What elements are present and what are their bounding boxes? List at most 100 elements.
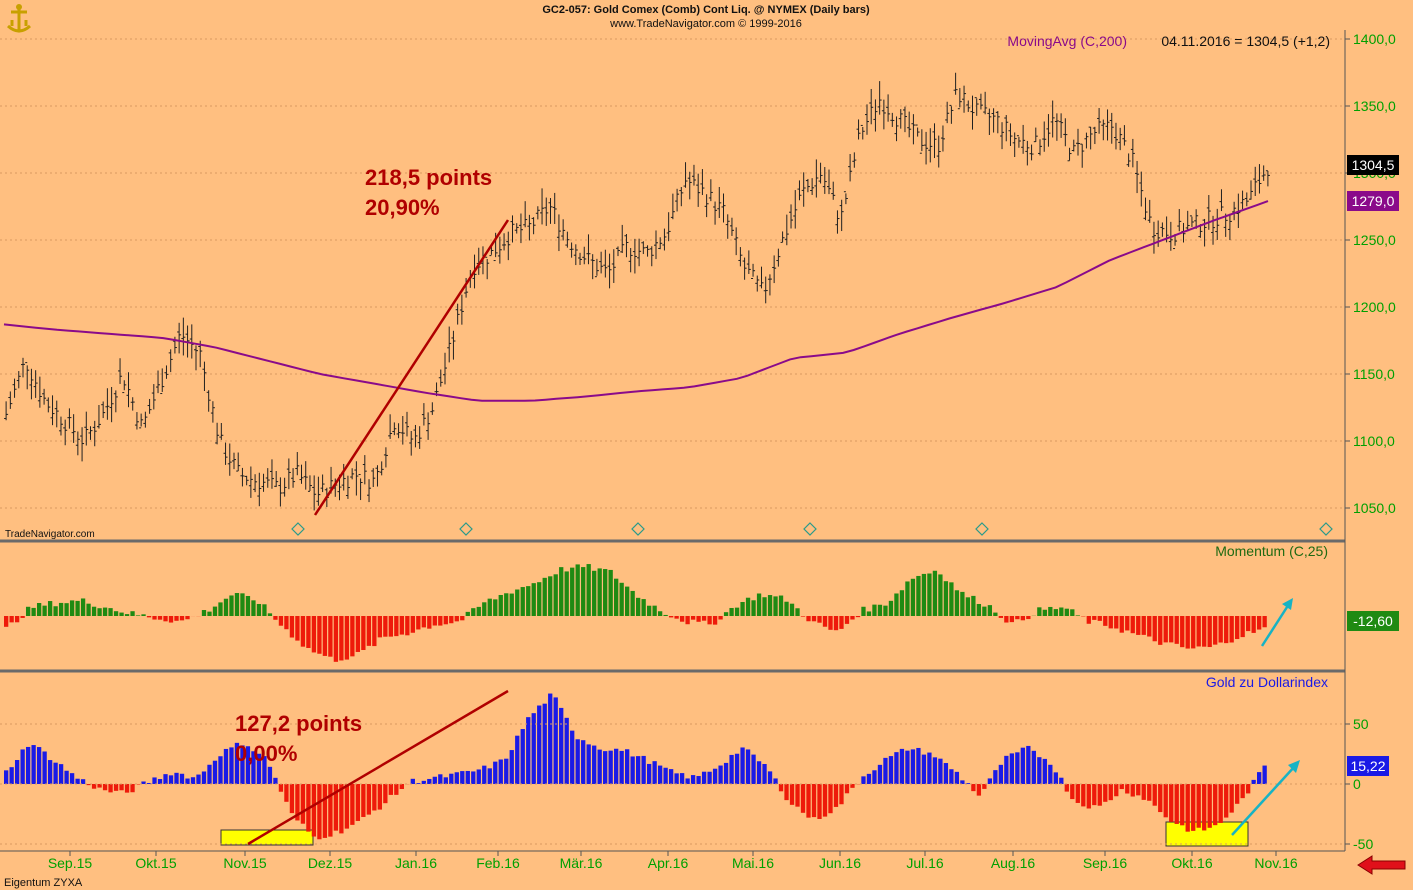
price-bar	[936, 135, 941, 168]
ratio-bar	[212, 760, 218, 784]
panel-borders	[0, 539, 1345, 852]
ratio-bar	[756, 761, 762, 784]
ratio-bar	[223, 748, 229, 784]
ratio-bar	[388, 784, 393, 795]
momentum-bar	[619, 582, 624, 616]
price-bar	[1151, 221, 1156, 254]
momentum-bar	[267, 613, 273, 616]
momentum-bar	[1092, 616, 1097, 620]
price-bar	[793, 190, 798, 229]
price-bar	[168, 349, 173, 373]
ratio-bar	[1136, 784, 1141, 796]
momentum-bar	[185, 616, 190, 620]
price-bar	[295, 452, 300, 476]
ratio-bar	[833, 784, 839, 807]
momentum-bar	[201, 610, 207, 616]
price-bar	[763, 276, 768, 304]
ratio-bar	[443, 777, 448, 784]
tradenavigator-logo-icon[interactable]	[3, 3, 35, 35]
momentum-bar	[976, 603, 982, 616]
price-bar	[8, 391, 13, 409]
momentum-bar	[504, 593, 509, 616]
ratio-bar	[1070, 784, 1075, 800]
price-gridlines	[0, 38, 1345, 509]
price-bar	[392, 422, 397, 436]
ratio-bar	[300, 784, 306, 824]
momentum-bar	[1169, 616, 1174, 643]
price-bar	[253, 474, 258, 493]
ratio-bar	[152, 777, 157, 784]
momentum-bar	[553, 574, 558, 616]
event-markers	[291, 522, 1333, 536]
price-bar	[227, 443, 232, 476]
price-bar	[181, 317, 186, 356]
momentum-bar	[1207, 616, 1212, 648]
price-trend-line[interactable]	[313, 219, 510, 516]
ratio-bar	[229, 747, 234, 784]
ratio-bar	[795, 784, 800, 807]
momentum-bar	[498, 594, 503, 616]
momentum-bar	[443, 616, 448, 625]
momentum-bar	[509, 593, 514, 616]
ratio-arrow-icon	[1231, 760, 1300, 836]
ratio-trend-line[interactable]	[247, 689, 509, 846]
price-bar	[375, 465, 380, 487]
price-bar	[417, 426, 422, 449]
price-bar	[299, 464, 304, 484]
momentum-bar	[888, 600, 894, 616]
ratio-bar	[542, 703, 547, 784]
momentum-bar	[465, 611, 470, 616]
price-bar	[1101, 119, 1106, 141]
price-bar	[569, 242, 574, 258]
momentum-bar	[668, 616, 674, 618]
price-bar	[852, 152, 857, 168]
momentum-bar	[817, 616, 822, 623]
price-bar	[1253, 166, 1258, 196]
momentum-bar	[751, 600, 756, 616]
price-tick-label: 1250,0	[1353, 232, 1396, 248]
momentum-bar	[42, 605, 47, 616]
price-bar	[464, 277, 469, 298]
scroll-left-arrow-icon[interactable]	[1357, 855, 1406, 875]
ratio-bar	[718, 765, 723, 784]
ratio-bar	[64, 770, 69, 784]
price-bar	[679, 187, 684, 207]
ratio-bar	[883, 757, 888, 784]
ratio-bar	[564, 717, 569, 784]
momentum-bar	[476, 606, 481, 616]
ratio-bar	[1141, 784, 1146, 800]
price-bar	[953, 72, 958, 95]
momentum-bar	[1125, 616, 1130, 631]
price-bar	[818, 162, 823, 184]
price-bar	[594, 258, 599, 278]
event-marker-icon	[459, 522, 473, 536]
price-bar	[126, 372, 131, 408]
ratio-bar	[1185, 784, 1190, 832]
momentum-bar	[306, 616, 311, 648]
price-bar	[75, 431, 80, 456]
price-bar	[160, 368, 165, 395]
ratio-bar	[630, 756, 635, 784]
ratio-legend: Gold zu Dollarindex	[1206, 674, 1328, 690]
momentum-bar	[872, 604, 877, 616]
momentum-bar	[300, 616, 306, 647]
price-bar	[805, 178, 810, 193]
price-bar	[772, 255, 777, 284]
price-bar	[400, 416, 405, 445]
price-bar	[33, 370, 38, 398]
price-bar	[497, 236, 502, 264]
price-bar	[915, 124, 920, 137]
ratio-bar	[69, 773, 75, 784]
momentum-bar	[866, 611, 872, 616]
momentum-bar	[124, 614, 130, 616]
momentum-bar	[537, 582, 542, 616]
price-bar	[586, 234, 591, 265]
ratio-bar	[1147, 784, 1152, 801]
price-bar	[734, 227, 739, 256]
ratio-bar	[487, 768, 492, 784]
price-bar	[383, 447, 388, 468]
price-bar	[924, 131, 929, 165]
price-bar	[708, 179, 713, 202]
x-tick-label: Feb.16	[476, 855, 520, 871]
momentum-bar	[811, 616, 817, 622]
